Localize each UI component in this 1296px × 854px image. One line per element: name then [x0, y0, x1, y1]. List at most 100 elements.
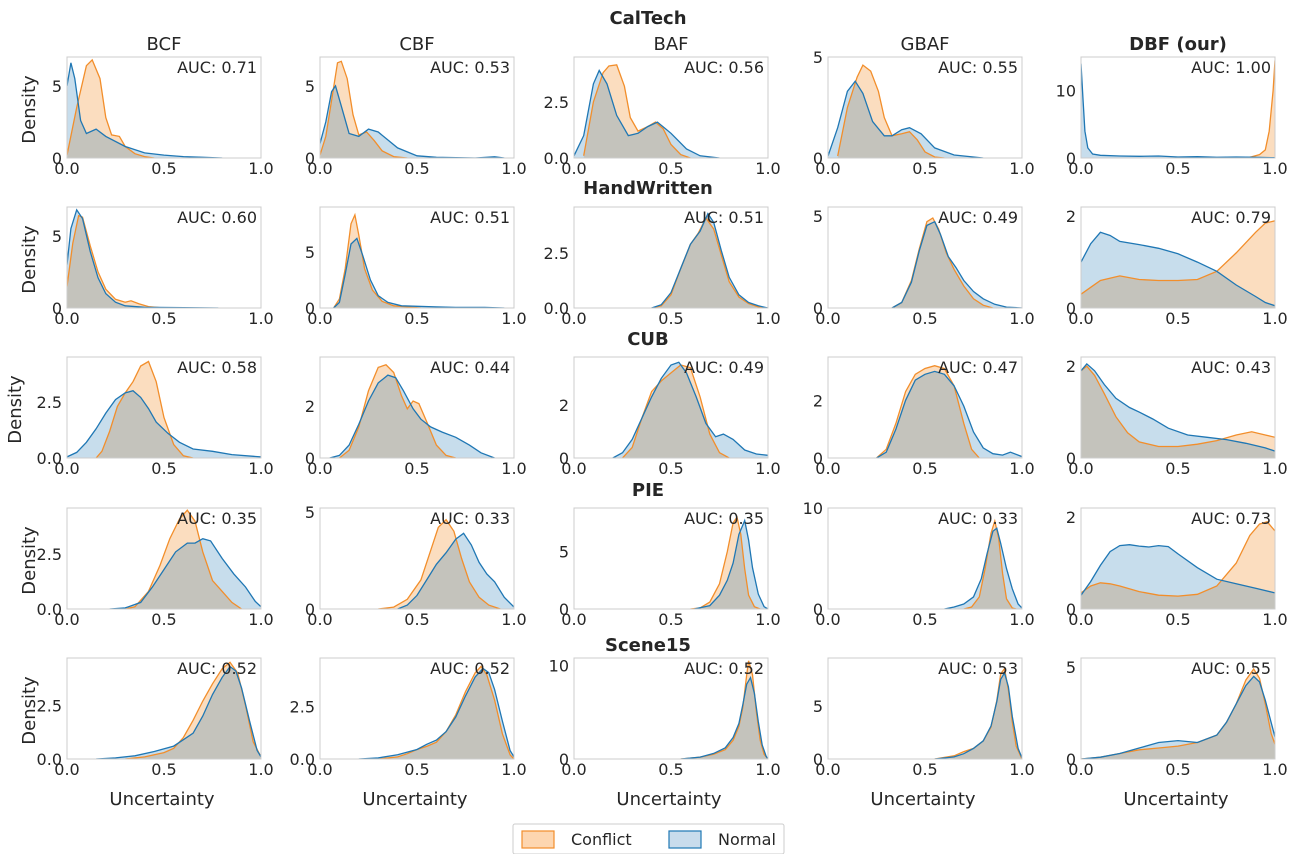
- auc-label: AUC: 0.55: [1191, 659, 1271, 678]
- panel-frame: [66, 507, 262, 610]
- density-areas: [1081, 60, 1275, 158]
- legend-conflict-label: Conflict: [571, 830, 632, 849]
- normal-density-area: [358, 668, 514, 759]
- method-title: BAF: [653, 34, 688, 55]
- dataset-title: HandWritten: [583, 178, 713, 199]
- panel-frame: [319, 507, 515, 610]
- y-tick-label: 0: [813, 149, 823, 168]
- auc-label: AUC: 0.51: [684, 208, 764, 227]
- conflict-density-area: [622, 365, 730, 458]
- panel-frame: [573, 657, 769, 760]
- y-tick-label: 10: [803, 499, 823, 518]
- panel-frame: [573, 56, 769, 159]
- x-tick-label: 0.0: [815, 760, 840, 779]
- normal-density-line: [694, 518, 768, 609]
- density-areas: [333, 212, 505, 308]
- y-tick-label: 0: [813, 449, 823, 468]
- x-tick-label: 0.5: [658, 610, 683, 629]
- density-panel: AUC: 0.56 0.0 0.5 1.0 0.0 2.5: [544, 56, 781, 178]
- x-axis-label: Uncertainty: [1123, 789, 1229, 810]
- y-tick-label: 5: [813, 207, 823, 226]
- conflict-density-line: [837, 64, 945, 158]
- conflict-density-line: [1081, 365, 1275, 448]
- y-tick-label: 0: [813, 750, 823, 769]
- x-tick-label: 0.5: [151, 760, 176, 779]
- x-tick-label: 0.0: [561, 159, 586, 178]
- x-tick-label: 0.5: [1165, 459, 1190, 478]
- x-tick-label: 0.0: [815, 459, 840, 478]
- conflict-density-area: [125, 662, 261, 759]
- panel-frame: [1080, 206, 1276, 309]
- dataset-title: CUB: [627, 329, 669, 350]
- panel-frame: [573, 356, 769, 459]
- auc-label: AUC: 0.35: [177, 509, 257, 528]
- x-tick-label: 0.5: [1165, 760, 1190, 779]
- x-tick-label: 0.5: [151, 459, 176, 478]
- panel-background: [574, 508, 768, 609]
- conflict-density-area: [320, 61, 408, 158]
- panel-frame: [319, 56, 515, 159]
- panel-frame: [319, 657, 515, 760]
- y-tick-label: 0: [305, 600, 315, 619]
- x-tick-label: 0.5: [404, 459, 429, 478]
- y-axis-label: Density: [19, 225, 40, 294]
- normal-density-line: [876, 370, 1022, 458]
- panel-background: [574, 658, 768, 759]
- normal-density-area: [612, 362, 768, 458]
- y-tick-label: 5: [813, 697, 823, 716]
- x-tick-label: 1.0: [501, 159, 526, 178]
- density-areas: [329, 364, 495, 458]
- auc-label: AUC: 0.52: [177, 659, 257, 678]
- x-tick-label: 1.0: [501, 760, 526, 779]
- density-panel: AUC: 0.51 0.0 0.5 1.0 0 5: [305, 206, 527, 328]
- panel-background: [67, 658, 261, 759]
- density-panel: AUC: 0.33 0.0 0.5 1.0 0 10: [803, 499, 1035, 629]
- panel-background: [828, 658, 1022, 759]
- y-tick-label: 5: [305, 243, 315, 262]
- x-tick-label: 0.0: [1068, 159, 1093, 178]
- y-tick-label: 10: [1056, 82, 1076, 101]
- density-areas: [891, 217, 1022, 308]
- method-title: BCF: [147, 34, 182, 55]
- y-tick-label: 0.0: [544, 299, 569, 318]
- density-panel: AUC: 0.71 0.0 0.5 1.0 0 5: [52, 56, 274, 178]
- y-tick-label: 2: [813, 391, 823, 410]
- x-tick-label: 0.5: [151, 610, 176, 629]
- x-tick-label: 0.0: [561, 309, 586, 328]
- y-tick-label: 2: [1066, 508, 1076, 527]
- conflict-density-area: [1081, 521, 1275, 609]
- x-tick-label: 0.0: [815, 309, 840, 328]
- conflict-density-area: [583, 64, 691, 158]
- y-axis-label: Density: [19, 676, 40, 745]
- auc-label: AUC: 0.35: [684, 509, 764, 528]
- conflict-density-line: [67, 58, 155, 158]
- auc-label: AUC: 0.71: [177, 58, 257, 77]
- y-tick-label: 2: [305, 397, 315, 416]
- y-tick-label: 2.5: [544, 244, 569, 263]
- y-tick-label: 0: [305, 149, 315, 168]
- dataset-title: CalTech: [609, 8, 686, 29]
- auc-label: AUC: 0.33: [938, 509, 1018, 528]
- normal-density-area: [1081, 544, 1275, 609]
- x-tick-label: 0.0: [54, 459, 79, 478]
- x-tick-label: 0.5: [151, 159, 176, 178]
- panel-background: [67, 508, 261, 609]
- x-tick-label: 1.0: [1262, 610, 1287, 629]
- panel-background: [1081, 508, 1275, 609]
- x-axis-label: Uncertainty: [362, 789, 468, 810]
- normal-density-area: [67, 62, 223, 158]
- method-title: DBF (our): [1129, 34, 1227, 55]
- conflict-density-area: [339, 364, 456, 458]
- normal-density-line: [680, 675, 768, 759]
- conflict-density-line: [583, 64, 691, 158]
- density-areas: [828, 64, 984, 158]
- density-panel: AUC: 0.53 0.0 0.5 1.0 0 5: [305, 56, 527, 178]
- panel-frame: [827, 56, 1023, 159]
- x-tick-label: 0.0: [1068, 760, 1093, 779]
- y-tick-label: 5: [559, 543, 569, 562]
- auc-label: AUC: 0.52: [430, 659, 510, 678]
- conflict-density-line: [690, 515, 761, 609]
- x-axis-label: Uncertainty: [109, 789, 215, 810]
- panel-background: [1081, 57, 1275, 158]
- auc-label: AUC: 0.79: [1191, 208, 1271, 227]
